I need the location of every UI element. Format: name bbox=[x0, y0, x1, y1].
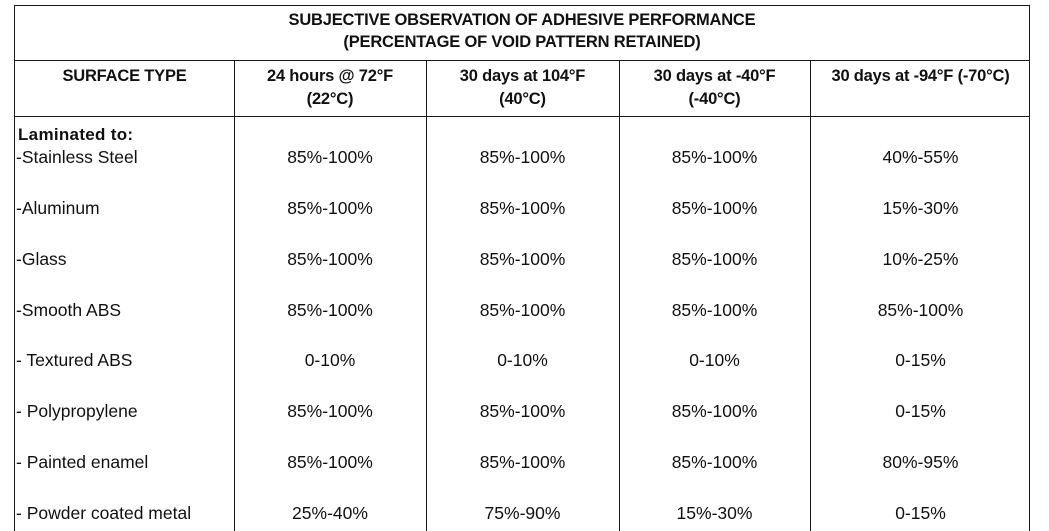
header-30-days-104: 30 days at 104°F (40°C) bbox=[426, 61, 619, 117]
value-cell: 0-15% bbox=[895, 503, 946, 523]
header-line: 30 days at -40°F bbox=[653, 67, 776, 85]
adhesive-performance-table: SUBJECTIVE OBSERVATION OF ADHESIVE PERFO… bbox=[14, 5, 1030, 531]
value-cell: 85%-100% bbox=[479, 249, 566, 269]
value-cell: 85%-100% bbox=[287, 300, 373, 320]
table-title-line2: (PERCENTAGE OF VOID PATTERN RETAINED) bbox=[343, 33, 701, 51]
value-cell: 0-15% bbox=[895, 401, 946, 421]
table-row: -Stainless Steel 85%-100% 85%-100% 85%-1… bbox=[15, 145, 1029, 169]
value-cell: 80%-95% bbox=[882, 452, 959, 472]
header-row: SURFACE TYPE 24 hours @ 72°F (22°C) 30 d… bbox=[15, 61, 1029, 117]
surface-cell: -Aluminum bbox=[16, 198, 100, 218]
value-cell: 15%-30% bbox=[676, 503, 753, 523]
surface-cell: - Polypropylene bbox=[16, 401, 138, 421]
table-row: - Powder coated metal 25%-40% 75%-90% 15… bbox=[15, 501, 1029, 525]
value-cell: 85%-100% bbox=[671, 147, 758, 167]
header-30-days-minus40: 30 days at -40°F (-40°C) bbox=[619, 61, 810, 117]
table-title: SUBJECTIVE OBSERVATION OF ADHESIVE PERFO… bbox=[15, 6, 1029, 61]
value-cell: 40%-55% bbox=[882, 147, 959, 167]
table-body: Laminated to: -Stainless Steel 85%-100% … bbox=[15, 117, 1029, 531]
value-cell: 0-10% bbox=[304, 350, 356, 370]
surface-cell: -Smooth ABS bbox=[16, 300, 122, 320]
header-line: SURFACE TYPE bbox=[62, 67, 187, 85]
value-cell: 85%-100% bbox=[671, 249, 758, 269]
value-cell: 85%-100% bbox=[287, 401, 373, 421]
table-row: -Smooth ABS 85%-100% 85%-100% 85%-100% 8… bbox=[15, 298, 1029, 322]
value-cell: 85%-100% bbox=[671, 300, 758, 320]
value-cell: 0-10% bbox=[689, 350, 740, 370]
table-title-line1: SUBJECTIVE OBSERVATION OF ADHESIVE PERFO… bbox=[288, 11, 756, 29]
value-cell: 85%-100% bbox=[287, 249, 373, 269]
value-cell: 85%-100% bbox=[479, 452, 566, 472]
value-cell: 0-15% bbox=[895, 350, 946, 370]
surface-cell: - Powder coated metal bbox=[16, 503, 192, 523]
value-cell: 75%-90% bbox=[484, 503, 561, 523]
table-row: -Glass 85%-100% 85%-100% 85%-100% 10%-25… bbox=[15, 247, 1029, 271]
value-cell: 85%-100% bbox=[671, 452, 758, 472]
value-cell: 10%-25% bbox=[882, 249, 959, 269]
column-divider bbox=[234, 61, 235, 531]
header-surface-type: SURFACE TYPE bbox=[15, 61, 234, 117]
header-24-hours: 24 hours @ 72°F (22°C) bbox=[234, 61, 426, 117]
value-cell: 85%-100% bbox=[479, 401, 566, 421]
group-label: Laminated to: bbox=[18, 125, 134, 144]
value-cell: 85%-100% bbox=[479, 300, 566, 320]
header-line: (22°C) bbox=[306, 90, 354, 108]
value-cell: 85%-100% bbox=[287, 147, 373, 167]
surface-cell: - Textured ABS bbox=[16, 350, 133, 370]
value-cell: 85%-100% bbox=[287, 198, 373, 218]
header-line: (40°C) bbox=[499, 90, 546, 108]
value-cell: 0-10% bbox=[497, 350, 548, 370]
header-line: 24 hours @ 72°F bbox=[266, 67, 394, 85]
table-row: - Textured ABS 0-10% 0-10% 0-10% 0-15% bbox=[15, 348, 1029, 372]
header-30-days-minus94: 30 days at -94°F (-70°C) bbox=[810, 61, 1031, 117]
header-line: 30 days at -94°F (-70°C) bbox=[831, 67, 1010, 85]
value-cell: 85%-100% bbox=[479, 147, 566, 167]
value-cell: 85%-100% bbox=[877, 300, 964, 320]
surface-cell: -Glass bbox=[16, 249, 67, 269]
value-cell: 85%-100% bbox=[671, 401, 758, 421]
column-divider bbox=[426, 61, 427, 531]
header-line: (-40°C) bbox=[688, 90, 741, 108]
surface-cell: -Stainless Steel bbox=[16, 147, 138, 167]
surface-cell: - Painted enamel bbox=[16, 452, 149, 472]
column-divider bbox=[810, 61, 811, 531]
value-cell: 85%-100% bbox=[671, 198, 758, 218]
table-row: - Polypropylene 85%-100% 85%-100% 85%-10… bbox=[15, 399, 1029, 423]
value-cell: 25%-40% bbox=[292, 503, 368, 523]
value-cell: 85%-100% bbox=[479, 198, 566, 218]
table-row: - Painted enamel 85%-100% 85%-100% 85%-1… bbox=[15, 450, 1029, 474]
table-row: -Aluminum 85%-100% 85%-100% 85%-100% 15%… bbox=[15, 196, 1029, 220]
value-cell: 85%-100% bbox=[287, 452, 373, 472]
column-divider bbox=[619, 61, 620, 531]
header-line: 30 days at 104°F bbox=[459, 67, 586, 85]
value-cell: 15%-30% bbox=[882, 198, 959, 218]
